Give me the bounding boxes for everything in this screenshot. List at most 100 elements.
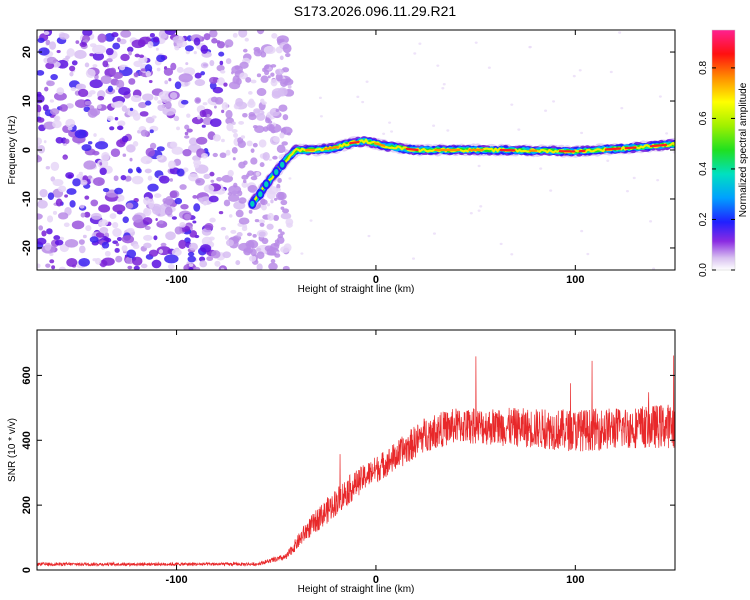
noise-speckle bbox=[179, 184, 187, 190]
noise-speckle bbox=[117, 120, 126, 127]
noise-speckle bbox=[45, 62, 55, 70]
noise-speckle bbox=[287, 84, 292, 89]
noise-speckle bbox=[104, 250, 111, 257]
noise-speckle bbox=[84, 62, 90, 68]
snr-panel: -100 0 100 0 200 400 600 Height of straight li… bbox=[7, 329, 676, 595]
noise-speckle bbox=[223, 82, 228, 87]
noise-speckle bbox=[178, 239, 187, 250]
noise-speckle bbox=[232, 157, 236, 161]
colorbar-frame bbox=[711, 29, 736, 271]
noise-speckle bbox=[54, 239, 64, 246]
noise-speckle bbox=[200, 62, 209, 69]
noise-speckle bbox=[64, 194, 68, 198]
noise-speckle bbox=[156, 154, 164, 160]
noise-speckle bbox=[187, 173, 199, 182]
noise-speckle bbox=[208, 76, 218, 84]
noise-speckle bbox=[268, 262, 278, 270]
noise-speckle bbox=[97, 159, 109, 169]
noise-speckle bbox=[63, 222, 70, 228]
ridge-band-6 bbox=[251, 138, 675, 205]
noise-speckle bbox=[216, 64, 225, 72]
snr-frame bbox=[36, 329, 676, 571]
noise-speckle bbox=[233, 132, 239, 138]
noise-speckle bbox=[273, 214, 280, 221]
noise-speckle bbox=[90, 199, 99, 207]
noise-speckle bbox=[116, 37, 121, 43]
noise-speckle bbox=[270, 199, 274, 204]
noise-speckle bbox=[87, 141, 93, 145]
noise-speckle bbox=[255, 171, 260, 176]
noise-speckle bbox=[82, 30, 93, 37]
noise-speckle bbox=[225, 58, 232, 65]
noise-speckle bbox=[97, 104, 102, 110]
noise-speckle bbox=[89, 79, 103, 89]
noise-speckle bbox=[246, 140, 253, 147]
noise-speckle bbox=[203, 201, 208, 206]
noise-speckle bbox=[110, 148, 121, 158]
noise-speckle bbox=[89, 236, 99, 243]
noise-speckle bbox=[256, 263, 263, 270]
noise-speckle bbox=[151, 115, 157, 119]
noise-speckle bbox=[168, 160, 176, 169]
faint-speckle bbox=[382, 132, 386, 135]
noise-speckle bbox=[116, 79, 125, 89]
noise-speckle bbox=[42, 104, 49, 112]
noise-speckle bbox=[276, 183, 281, 189]
noise-speckle bbox=[80, 179, 88, 186]
noise-speckle bbox=[269, 107, 281, 117]
noise-speckle bbox=[201, 152, 208, 159]
colorbar-label: Normalized spectral amplitude bbox=[738, 82, 749, 217]
noise-speckle bbox=[116, 125, 124, 131]
snr-x-tick-label: 0 bbox=[373, 574, 379, 586]
noise-speckle bbox=[78, 88, 89, 98]
noise-speckle bbox=[74, 99, 88, 108]
noise-speckle bbox=[153, 235, 158, 241]
noise-speckle bbox=[182, 149, 192, 157]
noise-speckle bbox=[171, 146, 184, 155]
faint-speckle bbox=[441, 87, 445, 90]
faint-speckle bbox=[586, 252, 590, 256]
noise-speckle bbox=[55, 136, 64, 144]
faint-speckle bbox=[436, 64, 440, 67]
noise-speckle bbox=[230, 229, 237, 234]
noise-speckle bbox=[89, 43, 97, 48]
noise-speckle bbox=[280, 126, 293, 135]
ridge-peak bbox=[604, 147, 622, 151]
noise-speckle bbox=[235, 97, 244, 107]
noise-speckle bbox=[174, 45, 180, 51]
noise-speckle bbox=[153, 96, 159, 101]
noise-speckle bbox=[132, 243, 140, 249]
noise-speckle bbox=[272, 155, 278, 160]
noise-speckle bbox=[78, 245, 86, 254]
noise-speckle bbox=[203, 184, 215, 193]
noise-speckle bbox=[250, 148, 255, 153]
noise-speckle bbox=[156, 67, 161, 72]
noise-speckle bbox=[143, 234, 153, 241]
noise-speckle bbox=[250, 157, 258, 165]
noise-speckle bbox=[147, 41, 154, 49]
noise-speckle bbox=[65, 118, 76, 128]
noise-speckle bbox=[115, 243, 120, 247]
noise-speckle bbox=[95, 141, 109, 150]
noise-speckle bbox=[263, 45, 276, 55]
noise-speckle bbox=[57, 185, 67, 193]
noise-speckle bbox=[253, 48, 263, 57]
noise-speckle bbox=[84, 211, 91, 218]
noise-speckle bbox=[58, 266, 66, 270]
noise-speckle bbox=[214, 97, 224, 105]
noise-speckle bbox=[106, 115, 114, 121]
noise-speckle bbox=[52, 120, 62, 129]
snr-y-tick-label: 400 bbox=[21, 431, 33, 449]
spectrogram-x-label: Height of straight line (km) bbox=[298, 284, 415, 295]
noise-speckle bbox=[140, 68, 146, 72]
noise-speckle bbox=[243, 248, 248, 253]
noise-speckle bbox=[243, 160, 248, 166]
noise-speckle bbox=[244, 37, 249, 42]
noise-speckle bbox=[231, 147, 238, 154]
faint-speckle bbox=[487, 66, 491, 69]
noise-speckle bbox=[167, 263, 175, 270]
noise-speckle bbox=[46, 80, 55, 87]
noise-speckle bbox=[47, 192, 55, 201]
noise-speckle bbox=[102, 60, 109, 68]
